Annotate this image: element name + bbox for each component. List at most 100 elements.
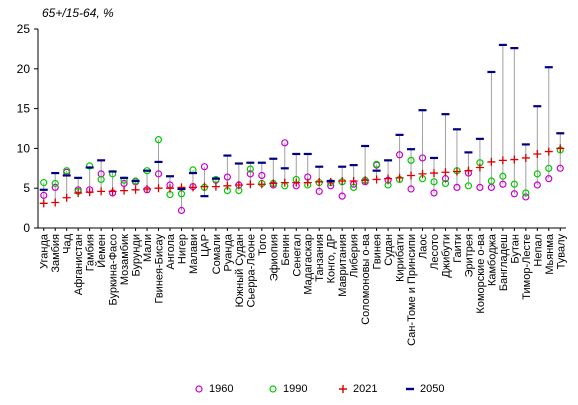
point-1990: [510, 180, 518, 188]
point-1960: [430, 189, 438, 197]
point-2021: [418, 169, 427, 178]
point-2021: [338, 177, 347, 186]
x-tick-label: Сьерра-Леоне: [245, 234, 257, 307]
point-2021: [395, 173, 404, 182]
point-1960: [120, 179, 128, 188]
point-1960: [407, 185, 415, 193]
x-tick-label: Гаити: [452, 234, 464, 263]
x-tick-label: Мадагаскар: [303, 234, 315, 295]
x-tick-label: Афганистан: [73, 234, 85, 295]
point-1990: [63, 167, 71, 175]
x-tick-label: Бангладеш: [498, 234, 510, 291]
unit-label: 65+/15-64, %: [42, 6, 114, 20]
x-tick-label: Чад: [62, 233, 74, 253]
point-1960: [51, 183, 59, 192]
x-tick-label: Гвинея: [372, 234, 384, 270]
point-1960: [154, 170, 163, 178]
point-1990: [522, 189, 530, 197]
point-1990: [246, 165, 254, 173]
legend-swatch-1990: [269, 385, 277, 393]
x-tick-label: Судан: [383, 234, 395, 266]
x-tick-label: Сомали: [211, 234, 223, 274]
x-tick-label: Бутан: [509, 234, 521, 264]
point-1960: [177, 206, 186, 215]
point-1960: [223, 173, 231, 181]
point-1960: [499, 180, 507, 188]
point-1960: [315, 187, 323, 195]
point-2021: [372, 175, 381, 184]
point-2021: [39, 199, 48, 208]
point-2021: [97, 187, 106, 196]
point-1960: [533, 181, 541, 189]
x-tick-label: Замбия: [50, 234, 62, 273]
x-tick-label: Руанда: [222, 233, 234, 271]
x-tick-label: Уганда: [39, 233, 51, 269]
x-tick-label: Либерия: [349, 234, 361, 278]
point-1960: [545, 175, 553, 183]
point-2021: [211, 182, 220, 191]
x-tick-label: Сан-Томе и Принсипи: [406, 234, 418, 346]
point-2021: [154, 184, 163, 193]
x-tick-label: Кирибати: [395, 234, 407, 282]
point-2021: [521, 153, 530, 162]
point-2021: [533, 149, 542, 158]
point-2021: [303, 178, 312, 187]
x-tick-label: Эфиопия: [268, 234, 280, 281]
point-1960: [258, 171, 266, 180]
point-2021: [464, 166, 473, 175]
x-tick-label: Тимор-Лесте: [521, 234, 533, 300]
point-2021: [475, 163, 484, 172]
point-2021: [269, 179, 278, 188]
point-1960: [418, 154, 427, 162]
x-tick-label: Соломоновы о-ва: [360, 233, 372, 325]
point-2021: [452, 167, 461, 176]
point-1990: [499, 172, 507, 180]
x-tick-label: Гамбия: [85, 234, 97, 271]
x-tick-label: Камбоджа: [486, 233, 498, 286]
point-1990: [487, 177, 495, 185]
y-tick-label: 25: [17, 22, 31, 36]
x-tick-label: Коморские о-ва: [475, 233, 487, 313]
point-1960: [40, 191, 48, 199]
x-tick-label: Бенин: [280, 234, 292, 266]
x-tick-label: Танзания: [314, 234, 326, 282]
point-1990: [86, 162, 94, 170]
x-tick-label: Гвинея-Бисау: [154, 234, 166, 304]
point-2021: [280, 178, 289, 187]
point-1990: [407, 156, 415, 164]
legend-swatch-1960: [195, 385, 203, 393]
point-2021: [510, 155, 519, 164]
point-1960: [281, 139, 289, 147]
x-tick-label: Того: [257, 234, 269, 256]
x-tick-label: Буркина-Фасо: [108, 234, 120, 306]
legend-label-2050: 2050: [420, 383, 445, 395]
legend-label-1990: 1990: [283, 383, 308, 395]
point-2021: [74, 188, 83, 197]
x-tick-label: ЦАР: [199, 234, 211, 257]
point-1960: [395, 151, 404, 159]
point-2021: [487, 157, 496, 166]
point-1990: [154, 136, 163, 144]
y-tick-label: 20: [17, 62, 31, 76]
point-1960: [338, 192, 346, 200]
point-2021: [177, 183, 186, 192]
x-tick-label: Мавритания: [337, 234, 349, 297]
point-1960: [522, 193, 530, 201]
y-tick-label: 0: [23, 221, 30, 235]
point-2021: [131, 185, 140, 194]
point-1990: [441, 179, 450, 188]
point-1960: [453, 183, 461, 192]
legend-swatch-2050: [406, 387, 414, 391]
x-tick-label: Конго, ДР: [326, 234, 338, 283]
legend-label-1960: 1960: [209, 383, 234, 395]
point-1990: [533, 170, 541, 178]
point-2021: [108, 187, 117, 196]
point-2021: [246, 180, 255, 189]
x-tick-label: Ангола: [165, 233, 177, 269]
point-1990: [97, 175, 105, 184]
x-tick-label: Мали: [142, 234, 154, 262]
point-2021: [234, 181, 243, 190]
point-2021: [441, 168, 450, 177]
x-tick-label: Мьянма: [544, 233, 556, 274]
